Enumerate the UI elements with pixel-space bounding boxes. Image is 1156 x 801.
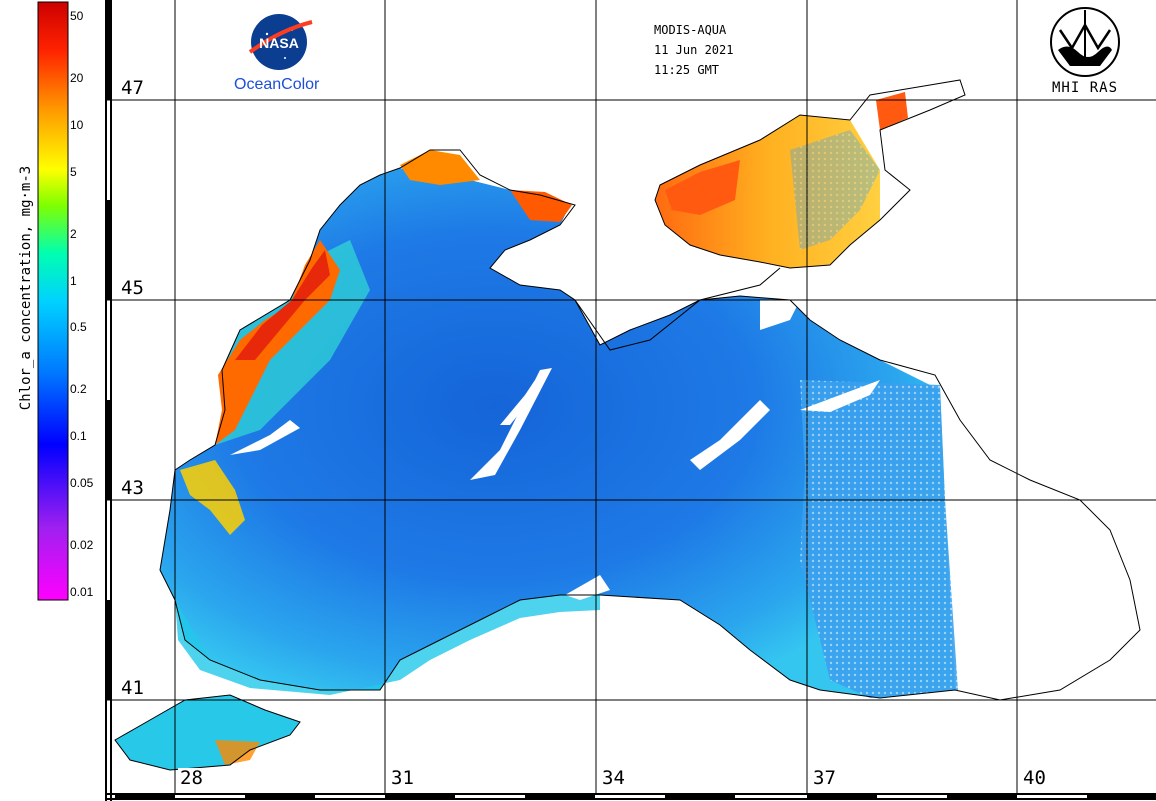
colorbar-tick-label: 0.5 <box>70 320 87 335</box>
lat-label-41: 41 <box>119 677 146 699</box>
cloud-gap-south <box>565 575 610 600</box>
colorbar-tick-label: 1 <box>70 273 77 288</box>
lon-label-37: 37 <box>811 767 838 789</box>
taganrog-bay <box>876 92 908 130</box>
colorbar-tick-label: 0.1 <box>70 429 87 444</box>
colorbar-tick-label: 50 <box>70 9 84 23</box>
sensor-label: MODIS-AQUA <box>654 23 727 37</box>
cloud-gap-center <box>470 368 552 480</box>
danube-plume <box>180 460 245 535</box>
lon-label-28: 28 <box>178 767 205 789</box>
north-bay-bloom <box>510 190 572 222</box>
lat-label-45: 45 <box>119 277 146 299</box>
azov-west-peak <box>665 160 740 215</box>
lat-label-47: 47 <box>119 77 146 99</box>
coastline-azov <box>654 79 966 269</box>
mhi-ras-text: MHI RAS <box>1052 80 1119 96</box>
colorbar-tick-label: 5 <box>70 164 77 179</box>
colorbar-tick-label: 10 <box>70 117 84 132</box>
lon-label-40: 40 <box>1021 767 1048 789</box>
cloud-gap-east <box>690 400 770 470</box>
oceancolor-text: OceanColor <box>234 76 320 93</box>
dnieper-bloom <box>400 150 480 185</box>
colorbar-tick-label: 0.2 <box>70 382 87 397</box>
coastline-crimea <box>574 267 781 351</box>
lon-label-34: 34 <box>600 767 627 789</box>
colorbar-title: Chlor_a concentration, mg·m-3 <box>18 165 34 411</box>
svg-text:NASA: NASA <box>259 35 299 51</box>
cloud-gap-ne <box>760 300 800 330</box>
coastline-marmara <box>114 694 301 771</box>
lat-label-43: 43 <box>119 477 146 499</box>
cloud-gap-west <box>230 420 300 455</box>
colorbar-tick-label: 2 <box>70 226 77 241</box>
azov-cloud <box>790 130 880 250</box>
graticule <box>107 0 1156 795</box>
south-shelf <box>175 595 600 695</box>
bottom-scale-bar <box>105 793 1156 800</box>
lon-label-31: 31 <box>389 767 416 789</box>
cloud-gap-east2 <box>800 380 880 412</box>
mhi-logo <box>1050 7 1120 77</box>
colorbar-tick-label: 0.01 <box>70 585 94 599</box>
colorbar-tick-label: 0.05 <box>70 476 94 491</box>
cloud-gap-center2 <box>500 380 535 425</box>
nw-coastal-peak <box>235 250 330 360</box>
swath-region <box>800 380 958 698</box>
colorbar-tick-label: 0.02 <box>70 538 94 553</box>
marmara-bloom <box>215 740 260 765</box>
coastline-black-sea <box>159 149 1141 701</box>
left-scale-bar <box>105 0 112 801</box>
time-label: 11:25 GMT <box>654 63 720 77</box>
colorbar <box>37 1 69 601</box>
colorbar-tick-label: 20 <box>70 70 84 85</box>
date-label: 11 Jun 2021 <box>654 43 734 57</box>
nasa-logo: NASA <box>248 14 313 70</box>
marmara-sea <box>115 695 300 770</box>
